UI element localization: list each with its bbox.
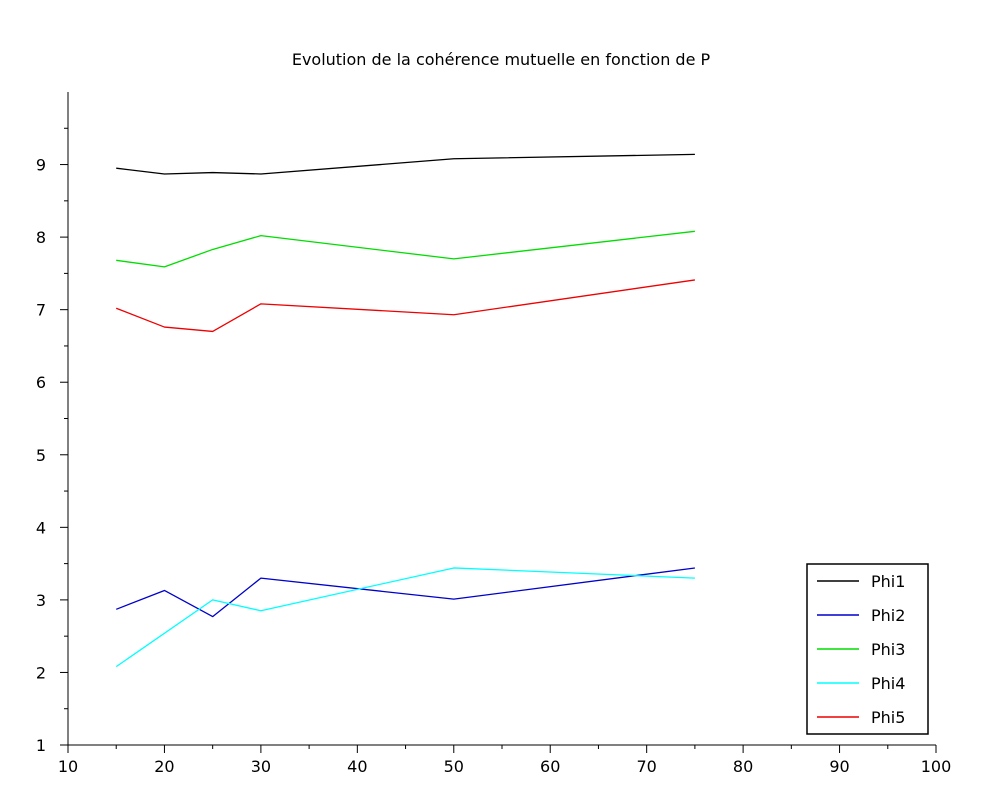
y-tick-label: 7 — [36, 301, 46, 320]
x-tick-label: 50 — [444, 757, 464, 776]
y-tick-label: 8 — [36, 228, 46, 247]
x-tick-label: 100 — [921, 757, 952, 776]
chart-title: Evolution de la cohérence mutuelle en fo… — [292, 50, 711, 69]
series-line-phi1 — [116, 153, 695, 175]
y-tick-label: 6 — [36, 373, 46, 392]
legend-label-phi5: Phi5 — [871, 708, 905, 727]
x-tick-label: 20 — [154, 757, 174, 776]
series-line-phi3 — [116, 230, 695, 268]
x-tick-label: 80 — [733, 757, 753, 776]
series-layer — [115, 153, 695, 668]
y-tick-label: 4 — [36, 518, 46, 537]
x-tick-label: 40 — [347, 757, 367, 776]
y-tick-label: 9 — [36, 156, 46, 175]
y-tick-label: 3 — [36, 591, 46, 610]
series-line-phi5 — [115, 279, 695, 333]
x-tick-label: 90 — [829, 757, 849, 776]
legend-label-phi4: Phi4 — [871, 674, 905, 693]
y-tick-label: 2 — [36, 663, 46, 682]
x-tick-label: 10 — [58, 757, 78, 776]
x-tick-label: 30 — [251, 757, 271, 776]
legend-label-phi2: Phi2 — [871, 606, 905, 625]
legend: Phi1 Phi2 Phi3 Phi4 Phi5 — [806, 563, 929, 735]
x-tick-label: 60 — [540, 757, 560, 776]
legend-label-phi1: Phi1 — [871, 572, 905, 591]
y-tick-label: 1 — [36, 736, 46, 755]
series-line-phi4 — [115, 567, 695, 668]
y-tick-label: 5 — [36, 446, 46, 465]
legend-label-phi3: Phi3 — [871, 640, 905, 659]
axes: 10 20 30 40 50 60 70 80 90 100 1 2 3 4 5 6 7 8 9 — [36, 92, 951, 776]
series-line-phi2 — [115, 567, 695, 618]
x-tick-label: 70 — [636, 757, 656, 776]
